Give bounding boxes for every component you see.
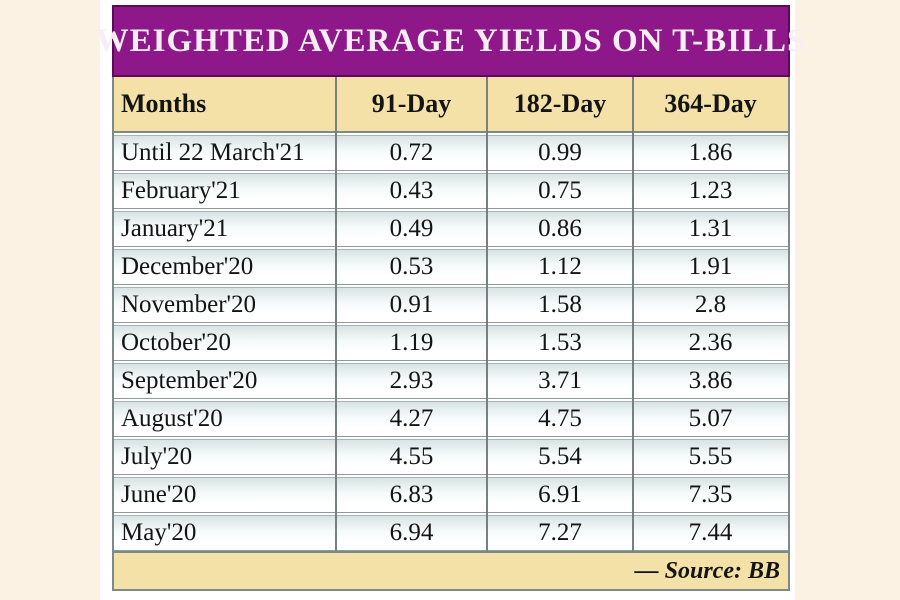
yield-value-cell: 1.19 (389, 329, 434, 356)
yield-value-cell: 0.86 (538, 215, 582, 242)
yield-value-cell: 2.36 (688, 329, 733, 356)
source-label: — Source: BB (634, 557, 780, 584)
yield-value-cell: 5.55 (688, 443, 733, 470)
month-cell: September'20 (121, 367, 258, 394)
yield-value-cell: 0.91 (389, 291, 434, 318)
column-header-182-day: 182-Day (513, 89, 607, 118)
yield-value-cell: 1.86 (688, 139, 733, 166)
yield-value-cell: 1.23 (688, 177, 733, 204)
month-cell: May'20 (121, 519, 197, 546)
table-row: January'21 0.49 0.86 1.31 (114, 211, 788, 247)
table-row: October'20 1.19 1.53 2.36 (114, 325, 788, 361)
table-row: November'20 0.91 1.58 2.8 (114, 287, 788, 323)
table-row: September'20 2.93 3.71 3.86 (114, 363, 788, 399)
table-row: May'20 6.94 7.27 7.44 (114, 515, 788, 551)
table-row: August'20 4.27 4.75 5.07 (114, 401, 788, 437)
yield-value-cell: 1.12 (538, 253, 582, 280)
yield-value-cell: 2.8 (694, 291, 727, 318)
yield-value-cell: 2.93 (389, 367, 434, 394)
table-row: June'20 6.83 6.91 7.35 (114, 477, 788, 513)
yield-value-cell: 1.53 (538, 329, 582, 356)
table-row: December'20 0.53 1.12 1.91 (114, 249, 788, 285)
yield-value-cell: 7.27 (538, 519, 582, 546)
yield-value-cell: 0.75 (538, 177, 582, 204)
month-cell: August'20 (121, 405, 223, 432)
table-body: Until 22 March'21 0.72 0.99 1.86 February'21… (114, 133, 788, 551)
yield-value-cell: 7.35 (688, 481, 733, 508)
month-cell: February'21 (121, 177, 241, 204)
table-row: Until 22 March'21 0.72 0.99 1.86 (114, 135, 788, 171)
yield-value-cell: 5.07 (688, 405, 733, 432)
yield-value-cell: 0.43 (389, 177, 434, 204)
source-footer: — Source: BB (112, 551, 790, 591)
yield-value-cell: 7.44 (688, 519, 733, 546)
yield-value-cell: 4.75 (538, 405, 582, 432)
column-header-364-day: 364-Day (664, 89, 757, 118)
page-background-band-right (795, 0, 900, 600)
month-cell: Until 22 March'21 (121, 139, 305, 166)
month-cell: July'20 (121, 443, 193, 470)
month-cell: June'20 (121, 481, 197, 508)
yield-value-cell: 0.49 (389, 215, 434, 242)
yield-value-cell: 1.58 (538, 291, 582, 318)
yield-value-cell: 0.53 (389, 253, 434, 280)
yield-value-cell: 0.99 (538, 139, 582, 166)
column-header-months: Months (121, 89, 207, 118)
month-cell: November'20 (121, 291, 257, 318)
yield-value-cell: 4.55 (389, 443, 434, 470)
yield-value-cell: 4.27 (389, 405, 434, 432)
page-background-band-left (0, 0, 100, 600)
table-header-row: Months 91-Day 182-Day 364-Day (114, 77, 788, 133)
yield-value-cell: 6.91 (538, 481, 582, 508)
table-row: July'20 4.55 5.54 5.55 (114, 439, 788, 475)
table-title-banner: WEIGHTED AVERAGE YIELDS ON T-BILLS (96, 5, 805, 77)
yield-value-cell: 3.71 (538, 367, 582, 394)
column-divider-3 (632, 77, 634, 551)
yield-value-cell: 3.86 (688, 367, 733, 394)
table-title: WEIGHTED AVERAGE YIELDS ON T-BILLS (95, 22, 807, 59)
column-divider-1 (335, 77, 337, 551)
month-cell: October'20 (121, 329, 232, 356)
table-row: February'21 0.43 0.75 1.23 (114, 173, 788, 209)
table-grid: Months 91-Day 182-Day 364-Day Until 22 M… (112, 77, 790, 551)
yield-value-cell: 1.91 (688, 253, 733, 280)
yield-value-cell: 6.94 (389, 519, 434, 546)
tbills-yield-table-graphic: WEIGHTED AVERAGE YIELDS ON T-BILLS Month… (96, 5, 805, 591)
column-divider-2 (486, 77, 488, 551)
column-header-91-day: 91-Day (371, 89, 452, 118)
yield-value-cell: 0.72 (389, 139, 434, 166)
yield-value-cell: 1.31 (688, 215, 733, 242)
month-cell: January'21 (121, 215, 229, 242)
month-cell: December'20 (121, 253, 254, 280)
yield-value-cell: 5.54 (538, 443, 582, 470)
yield-value-cell: 6.83 (389, 481, 434, 508)
